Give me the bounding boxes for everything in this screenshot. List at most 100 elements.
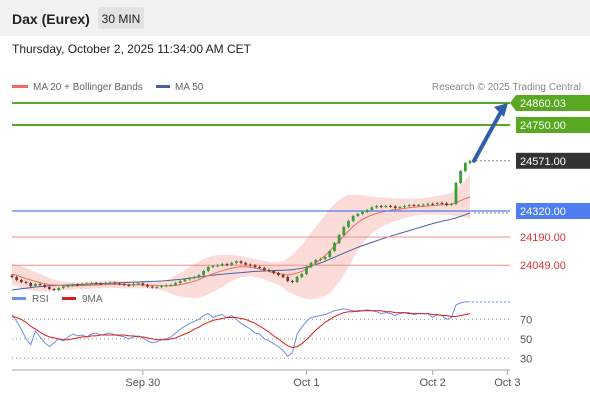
- legend-ma9-label: 9MA: [82, 294, 103, 305]
- candle: [258, 265, 262, 270]
- candle-body: [164, 285, 168, 287]
- candle: [38, 282, 42, 287]
- candle: [10, 274, 14, 279]
- candle: [319, 257, 322, 262]
- candle: [351, 214, 355, 223]
- x-axis-tick-label: Oct 3: [494, 377, 520, 389]
- candle: [445, 202, 449, 207]
- candle-body: [323, 257, 327, 259]
- candle: [94, 281, 98, 285]
- candle: [62, 285, 65, 290]
- candle-body: [398, 207, 402, 208]
- candle-body: [99, 283, 103, 285]
- level-label-text: 24049.00: [520, 260, 566, 272]
- candle-body: [122, 284, 126, 285]
- rsi-tick-label: 50: [520, 334, 532, 346]
- candle: [52, 287, 56, 292]
- candle-body: [356, 214, 360, 216]
- candle: [155, 285, 159, 289]
- candle-body: [192, 277, 196, 278]
- candle: [291, 279, 294, 284]
- candle-body: [178, 281, 182, 283]
- candle: [361, 210, 364, 216]
- level-label-text: 24571.00: [520, 156, 566, 168]
- candle: [375, 204, 378, 209]
- candle: [188, 276, 191, 281]
- candle-body: [258, 267, 262, 268]
- level-label-pointer: [510, 94, 516, 111]
- candle: [127, 283, 131, 287]
- candle: [118, 282, 121, 286]
- candle-body: [113, 282, 117, 284]
- candle-body: [370, 207, 374, 210]
- candle: [132, 282, 135, 287]
- ma20-line: [11, 196, 471, 287]
- candle-body: [118, 283, 121, 285]
- candle: [169, 283, 173, 287]
- instrument-title: Dax (Eurex): [12, 11, 90, 27]
- candle: [417, 203, 420, 207]
- candle: [333, 241, 336, 253]
- legend-ma20-swatch: [12, 85, 28, 88]
- candle-body: [248, 264, 252, 266]
- candle: [99, 282, 103, 286]
- candle: [15, 275, 19, 282]
- candle-body: [76, 284, 79, 286]
- candle: [211, 264, 215, 269]
- candle-body: [24, 282, 28, 283]
- target-arrow-shaft: [472, 107, 504, 163]
- candle-body: [449, 204, 453, 205]
- candle: [174, 281, 177, 287]
- candle: [454, 181, 458, 206]
- level-label-box: [516, 152, 590, 169]
- candle: [389, 204, 392, 208]
- candle: [365, 208, 369, 214]
- candle-body: [468, 160, 472, 163]
- candle-body: [328, 251, 332, 257]
- candle: [393, 205, 397, 210]
- candle-body: [57, 288, 61, 290]
- candle-body: [342, 227, 346, 235]
- candle-body: [71, 284, 75, 286]
- candle: [108, 281, 112, 285]
- candle-body: [300, 274, 304, 277]
- candle-body: [160, 286, 163, 287]
- candle: [24, 280, 28, 285]
- candle: [216, 264, 220, 268]
- candle-body: [90, 283, 93, 284]
- candle-body: [19, 280, 23, 282]
- candle: [90, 281, 93, 285]
- legend-rsi-swatch: [12, 297, 26, 300]
- candle: [426, 202, 430, 206]
- candle-body: [80, 284, 84, 285]
- legend-ma20-label: MA 20 + Bollinger Bands: [33, 82, 143, 93]
- candle: [403, 204, 406, 209]
- candle: [253, 264, 257, 269]
- candle-body: [389, 206, 392, 207]
- candle-body: [454, 183, 458, 204]
- legend-ma50-label: MA 50: [175, 82, 204, 93]
- candle: [248, 263, 252, 267]
- candle-body: [319, 259, 322, 260]
- candle-body: [234, 261, 238, 263]
- candle-body: [337, 235, 341, 243]
- candle-body: [206, 267, 210, 271]
- candle: [276, 271, 280, 277]
- candle-body: [52, 289, 56, 290]
- candle: [220, 262, 224, 267]
- candle: [244, 261, 248, 266]
- timeframe-badge[interactable]: [98, 7, 144, 29]
- candle: [431, 202, 435, 206]
- candle-body: [108, 282, 112, 284]
- candle-body: [393, 206, 397, 208]
- rsi-ma-line: [11, 310, 471, 349]
- candle-body: [216, 265, 220, 267]
- candle-body: [211, 266, 215, 267]
- legend-ma9-swatch: [62, 297, 76, 300]
- candle-body: [463, 163, 467, 171]
- candle: [85, 282, 89, 286]
- candle-body: [407, 205, 411, 206]
- candle-body: [62, 286, 65, 288]
- candle: [300, 272, 304, 279]
